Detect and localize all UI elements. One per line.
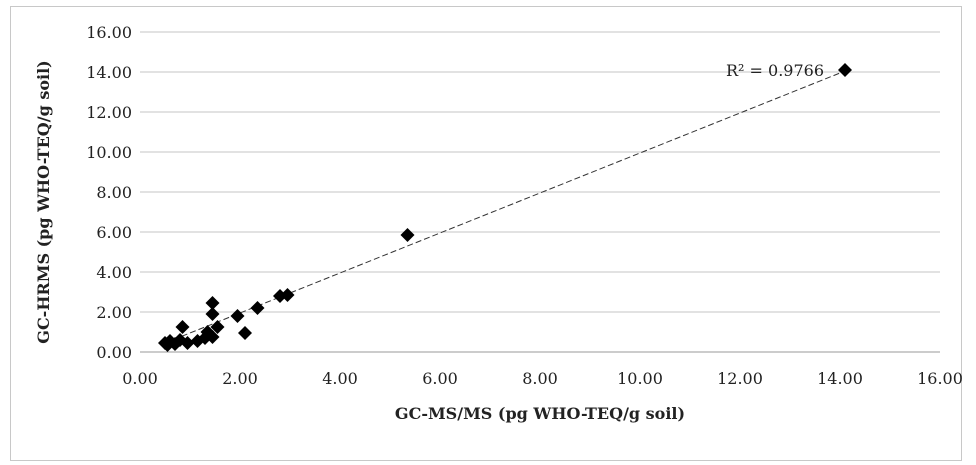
x-tick-label: 4.00: [322, 369, 358, 388]
x-tick-label: 14.00: [817, 369, 863, 388]
y-tick-label: 0.00: [96, 343, 132, 362]
chart-frame: 0.00 2.00 4.00 6.00 8.00 10.00 12.00 14.00 16.00…: [10, 6, 963, 461]
y-tick-label: 12.00: [86, 103, 132, 122]
data-point: [280, 288, 295, 302]
x-tick-label: 0.00: [122, 369, 158, 388]
data-point: [205, 307, 220, 321]
x-tick-label: 6.00: [422, 369, 458, 388]
data-point: [180, 336, 195, 350]
x-tick-label: 16.00: [917, 369, 963, 388]
data-point: [175, 320, 190, 334]
y-tick-label: 10.00: [86, 143, 132, 162]
x-tick-label: 12.00: [717, 369, 763, 388]
data-point: [838, 63, 852, 77]
x-axis-title: GC-MS/MS (pg WHO-TEQ/g soil): [395, 404, 685, 423]
data-point: [400, 228, 415, 242]
data-point: [205, 330, 220, 344]
y-tick-label: 16.00: [86, 23, 132, 42]
x-tick-label: 8.00: [522, 369, 558, 388]
y-tick-label: 6.00: [96, 223, 132, 242]
data-point: [210, 320, 225, 334]
data-point: [250, 301, 265, 315]
y-tick-label: 8.00: [96, 183, 132, 202]
y-tick-labels: 0.00 2.00 4.00 6.00 8.00 10.00 12.00 14.00 16.00: [86, 23, 132, 362]
data-point: [205, 296, 220, 310]
x-tick-label: 10.00: [617, 369, 663, 388]
y-axis-title: GC-HRMS (pg WHO-TEQ/g soil): [34, 60, 53, 343]
data-point: [238, 326, 252, 340]
r-squared-annotation: R² = 0.9766: [726, 61, 824, 80]
x-tick-label: 2.00: [222, 369, 258, 388]
y-tick-label: 14.00: [86, 63, 132, 82]
y-tick-label: 4.00: [96, 263, 132, 282]
x-tick-labels: 0.00 2.00 4.00 6.00 8.00 10.00 12.00 14.00 16.00: [122, 369, 963, 388]
y-tick-label: 2.00: [96, 303, 132, 322]
data-points: [158, 63, 852, 352]
gridlines: [140, 31, 940, 353]
scatter-chart: 0.00 2.00 4.00 6.00 8.00 10.00 12.00 14.00 16.00…: [34, 23, 963, 423]
data-point: [230, 309, 245, 323]
